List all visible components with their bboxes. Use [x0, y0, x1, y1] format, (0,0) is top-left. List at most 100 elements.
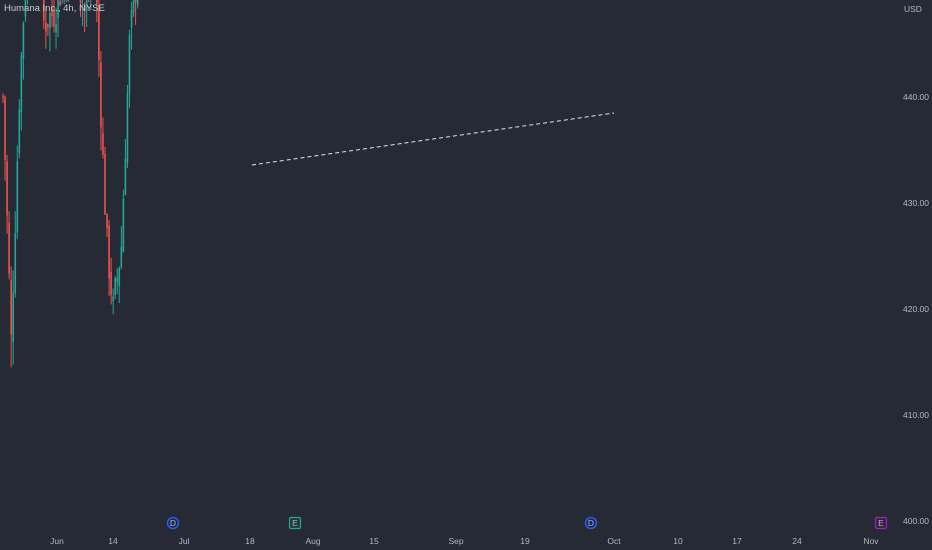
candle [24, 0, 27, 23]
candle-body [14, 233, 17, 294]
candle-body [132, 0, 135, 13]
candle-body [59, 1, 61, 6]
candle [116, 268, 119, 295]
x-tick-label: Jun [50, 536, 64, 546]
candle-body [118, 267, 121, 286]
x-tick-label: 15 [369, 536, 379, 546]
candle [61, 0, 63, 4]
candle [124, 139, 127, 196]
candle-body [53, 11, 55, 27]
candle-body [122, 198, 125, 252]
candle [20, 51, 23, 131]
candle [47, 23, 49, 36]
candle-body [120, 247, 123, 267]
marker-letter: D [588, 518, 594, 528]
candle [104, 146, 106, 215]
candle-body [110, 271, 112, 296]
candle [134, 0, 137, 25]
x-tick-label: 24 [792, 536, 802, 546]
candle-body [20, 55, 23, 113]
y-tick-label: 410.00 [903, 410, 929, 420]
candle [18, 99, 21, 159]
chart-title: Humana Inc., 4h, NYSE [4, 3, 105, 14]
candle-body [10, 279, 12, 335]
candle-body [22, 23, 25, 58]
candle [49, 11, 51, 52]
candle-body [79, 0, 82, 3]
candle [4, 95, 6, 181]
candle-body [16, 161, 19, 233]
candle-body [12, 292, 14, 342]
candle-body [112, 296, 114, 301]
candle [45, 6, 47, 49]
candle [136, 0, 139, 9]
candle [110, 257, 112, 305]
candle [118, 266, 121, 304]
candle [83, 2, 86, 33]
price-axis[interactable]: 530.00520.00510.00500.00470.00460.00450.… [903, 0, 929, 526]
candle [43, 0, 45, 30]
candle [114, 276, 116, 300]
candle-body [85, 0, 88, 12]
candle-body [114, 278, 116, 296]
candle-body [124, 158, 127, 195]
earnings-marker[interactable]: E [874, 516, 888, 530]
candle-body [55, 23, 57, 33]
candle [79, 0, 82, 17]
marker-badge [584, 516, 598, 530]
candle [100, 51, 102, 151]
candle-body [108, 225, 110, 279]
candle-body [136, 0, 139, 5]
candle [2, 93, 4, 104]
candle-body [83, 5, 86, 12]
candle [112, 288, 114, 315]
x-tick-label: 18 [245, 536, 255, 546]
currency-label: USD [904, 4, 922, 14]
candle-body [98, 4, 100, 60]
candle [67, 0, 70, 2]
time-axis[interactable]: Jun 14 Jul 18 Aug 15 Sep 19 Oct 10 17 24 Nov [50, 536, 879, 546]
y-tick-label: 400.00 [903, 516, 929, 526]
candle-body [24, 0, 27, 17]
candle-body [126, 92, 129, 163]
candle [59, 0, 61, 7]
x-tick-label: 17 [732, 536, 742, 546]
candle-body [49, 13, 51, 29]
candle [98, 0, 100, 77]
marker-badge [166, 516, 180, 530]
candle-body [4, 97, 6, 161]
x-tick-label: 14 [108, 536, 118, 546]
candle [14, 211, 17, 298]
x-tick-label: Jul [179, 536, 190, 546]
dividend-marker[interactable]: D [166, 516, 180, 530]
candle [122, 189, 125, 253]
candle-body [51, 6, 53, 16]
candle [6, 154, 8, 234]
candles-layer [2, 0, 139, 368]
candle [53, 0, 55, 33]
x-tick-label: Sep [448, 536, 463, 546]
dividend-marker[interactable]: D [584, 516, 598, 530]
x-tick-label: 10 [673, 536, 683, 546]
x-tick-label: Aug [305, 536, 320, 546]
marker-badge [874, 516, 888, 530]
candle [81, 0, 84, 27]
earnings-marker[interactable]: E [288, 516, 302, 530]
marker-letter: D [170, 518, 176, 528]
candle [120, 226, 123, 270]
candle-body [116, 277, 119, 283]
candle-body [104, 154, 106, 215]
y-tick-label: 440.00 [903, 92, 929, 102]
marker-letter: E [878, 518, 884, 528]
candle [130, 1, 133, 50]
marker-badge [288, 516, 302, 530]
candle-body [102, 133, 104, 155]
candle [128, 29, 131, 108]
candle-body [57, 0, 59, 18]
candle [12, 270, 14, 365]
y-tick-label: 420.00 [903, 304, 929, 314]
y-tick-label: 430.00 [903, 198, 929, 208]
